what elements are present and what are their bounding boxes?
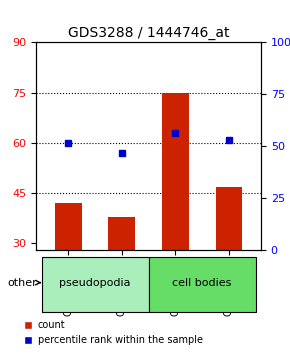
FancyBboxPatch shape (41, 257, 148, 312)
Text: pseudopodia: pseudopodia (59, 278, 131, 287)
Legend: count, percentile rank within the sample: count, percentile rank within the sample (19, 316, 207, 349)
Bar (55, 203, 82, 250)
Bar (108, 217, 135, 250)
Bar (215, 187, 242, 250)
FancyBboxPatch shape (148, 257, 256, 312)
Text: other: other (8, 278, 41, 287)
Text: cell bodies: cell bodies (173, 278, 232, 287)
Bar (162, 93, 189, 250)
Title: GDS3288 / 1444746_at: GDS3288 / 1444746_at (68, 26, 229, 40)
